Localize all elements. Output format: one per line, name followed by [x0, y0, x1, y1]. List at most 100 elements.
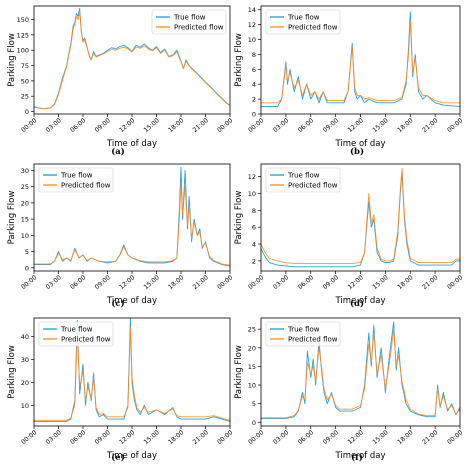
x-tick-label: 12:00: [118, 274, 136, 291]
x-tick-label: 03:00: [45, 429, 63, 446]
y-tick-label: 150: [17, 16, 29, 24]
y-tick-label: 20: [21, 379, 29, 387]
x-tick-label: 00:00: [216, 429, 234, 446]
panel-label: (e): [111, 452, 124, 463]
x-tick-label: 21:00: [192, 274, 210, 291]
legend-entry: Predicted flow: [288, 336, 338, 344]
x-tick-label: 00:00: [20, 274, 38, 291]
y-tick-label: 2: [252, 257, 256, 265]
x-tick-label: 00:00: [247, 117, 265, 134]
y-tick-label: 8: [252, 207, 256, 215]
x-tick-label: 15:00: [371, 117, 389, 134]
y-axis-label: Parking Flow: [7, 33, 17, 87]
y-tick-label: 125: [17, 31, 29, 39]
y-tick-label: 12: [248, 21, 256, 29]
y-tick-label: 0: [25, 108, 29, 116]
x-tick-label: 15:00: [371, 274, 389, 291]
x-tick-label: 09:00: [94, 429, 112, 446]
legend-entry: Predicted flow: [288, 182, 338, 190]
x-tick-label: 15:00: [371, 429, 389, 446]
legend-entry: True flow: [60, 172, 93, 180]
x-tick-label: 03:00: [272, 117, 290, 134]
x-tick-label: 00:00: [446, 274, 464, 291]
predicted-flow-line: [261, 20, 460, 104]
x-tick-label: 03:00: [45, 274, 63, 291]
predicted-flow-line: [260, 167, 460, 264]
x-tick-label: 00:00: [446, 429, 464, 446]
y-tick-label: 5: [252, 400, 256, 408]
panel-label: (f): [351, 452, 363, 463]
x-tick-label: 03:00: [45, 117, 63, 134]
x-axis-label: Time of day: [334, 139, 385, 149]
legend: True flow Predicted flow: [265, 321, 341, 347]
x-tick-label: 12:00: [347, 429, 365, 446]
x-tick-label: 18:00: [167, 117, 185, 134]
y-tick-label: 30: [21, 167, 29, 175]
x-tick-label: 21:00: [192, 117, 210, 134]
x-tick-label: 00:00: [216, 274, 234, 291]
y-tick-label: 25: [248, 326, 256, 334]
x-tick-label: 18:00: [396, 429, 414, 446]
y-tick-label: 15: [21, 216, 29, 224]
y-tick-label: 14: [248, 6, 256, 14]
y-tick-label: 5: [25, 248, 29, 256]
y-axis-label: Parking Flow: [7, 345, 17, 399]
y-tick-label: 8: [252, 51, 256, 59]
y-tick-label: 40: [21, 333, 29, 341]
x-tick-label: 09:00: [94, 117, 112, 134]
predicted-flow-line: [34, 326, 231, 421]
x-tick-label: 15:00: [143, 274, 161, 291]
y-tick-label: 4: [252, 241, 256, 249]
x-axis-label: Time of day: [334, 451, 385, 461]
chart-panel: 0 5 10 15 20 25 30 00:00 03:00 06:00 09:00 12:00 15:…: [7, 163, 234, 309]
x-tick-label: 18:00: [167, 274, 185, 291]
y-tick-label: 2: [252, 96, 256, 104]
legend-entry: Predicted flow: [288, 24, 338, 32]
x-tick-label: 00:00: [20, 117, 38, 134]
legend-entry: True flow: [287, 14, 320, 22]
legend-entry: Predicted flow: [61, 336, 111, 344]
legend-box: [38, 321, 114, 347]
chart-panel: 10 20 30 40 00:00 03:00 06:00 09:00 12:00 15:00 18…: [7, 317, 234, 463]
x-tick-label: 18:00: [396, 117, 414, 134]
x-tick-label: 06:00: [69, 429, 87, 446]
x-tick-label: 03:00: [272, 429, 290, 446]
y-tick-label: 10: [248, 36, 256, 44]
legend: True flow Predicted flow: [38, 321, 114, 347]
legend-box: [265, 321, 341, 347]
y-tick-label: 10: [21, 402, 29, 410]
x-tick-label: 12:00: [347, 117, 365, 134]
y-tick-label: 12: [248, 173, 256, 181]
y-tick-label: 0: [252, 111, 256, 119]
y-tick-label: 100: [17, 47, 29, 55]
y-axis-label: Parking Flow: [7, 191, 17, 245]
predicted-flow-line: [261, 328, 461, 419]
y-axis-label: Parking Flow: [234, 191, 244, 245]
x-axis-label: Time of day: [334, 296, 385, 306]
x-tick-label: 21:00: [421, 274, 439, 291]
legend-entry: True flow: [60, 326, 93, 334]
y-tick-label: 30: [21, 356, 29, 364]
x-tick-label: 12:00: [118, 117, 136, 134]
panel-label: (a): [111, 146, 125, 157]
y-tick-label: 4: [252, 81, 256, 89]
y-tick-label: 6: [252, 66, 256, 74]
x-tick-label: 00:00: [216, 117, 234, 134]
panel-label: (c): [111, 298, 124, 309]
y-axis-label: Parking Flow: [234, 345, 244, 399]
predicted-flow-line: [34, 183, 231, 266]
chart-panel: 0 2 4 6 8 10 12 14 00:00 03:00 06:00 09:00 12:00 15:0…: [234, 5, 464, 157]
legend: True flow Predicted flow: [38, 167, 114, 193]
legend-entry: True flow: [287, 172, 320, 180]
x-tick-label: 21:00: [421, 117, 439, 134]
x-axis-label: Time of day: [106, 451, 157, 461]
panel-label: (b): [350, 146, 364, 157]
legend: True flow Predicted flow: [265, 167, 341, 193]
x-tick-label: 00:00: [20, 429, 38, 446]
x-tick-label: 06:00: [297, 429, 315, 446]
x-tick-label: 03:00: [272, 274, 290, 291]
y-tick-label: 15: [248, 363, 256, 371]
chart-panel: 0 25 50 75 100 125 150 00:00 03:00 06:00 09:00 12:0…: [7, 5, 234, 157]
y-tick-label: 10: [21, 232, 29, 240]
